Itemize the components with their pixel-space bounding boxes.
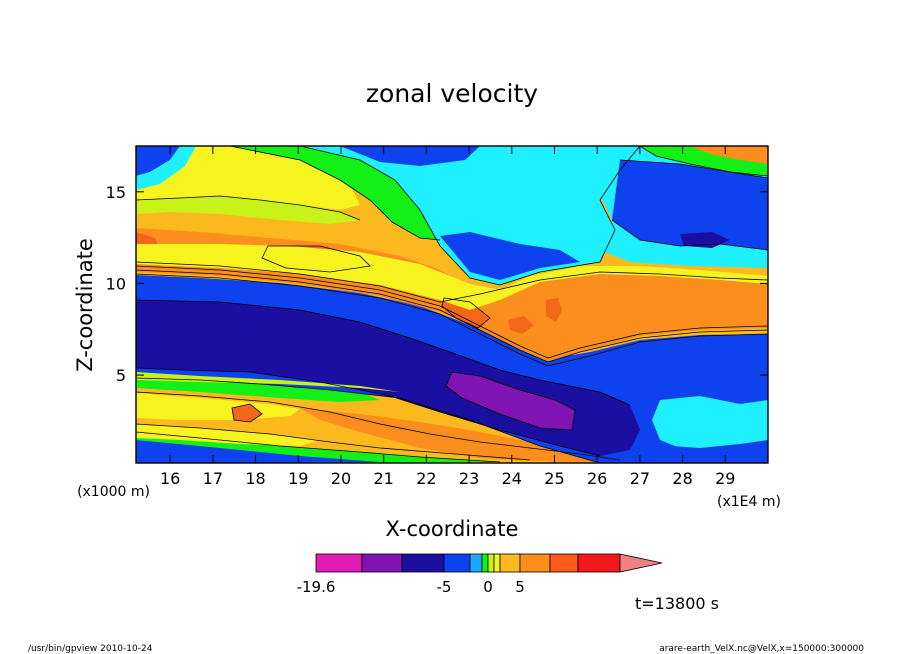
region-darkorange-small-2 bbox=[546, 298, 562, 322]
x-tick-label: 23 bbox=[459, 469, 479, 488]
x-unit-label: (x1E4 m) bbox=[717, 494, 781, 510]
x-tick-label: 25 bbox=[544, 469, 564, 488]
colorbar-swatch bbox=[519, 553, 551, 573]
region-top-right-orange bbox=[690, 146, 768, 164]
colorbar-swatch bbox=[549, 553, 579, 573]
x-tick-label: 27 bbox=[630, 469, 650, 488]
region-purple-core bbox=[446, 372, 575, 430]
x-tick-label: 22 bbox=[416, 469, 436, 488]
x-tick-label: 20 bbox=[331, 469, 351, 488]
colorbar-label: -5 bbox=[437, 578, 452, 596]
region-upper-right-blue bbox=[612, 160, 768, 250]
footer-right: arare-earth_VelX.nc@VelX,x=150000:300000 bbox=[659, 644, 864, 654]
region-yellow-band-upper bbox=[136, 244, 768, 310]
x-tick-label: 16 bbox=[160, 469, 180, 488]
x-axis-title: X-coordinate bbox=[386, 517, 519, 541]
region-blue-pocket bbox=[440, 232, 580, 280]
colorbar-swatch bbox=[469, 553, 483, 573]
region-darkorange-center bbox=[442, 298, 490, 328]
colorbar-swatch bbox=[361, 553, 403, 573]
x-axis: 16 17 18 19 20 21 22 23 24 25 26 27 28 29 bbox=[160, 146, 735, 488]
plot-frame bbox=[135, 145, 769, 464]
y-unit-label: (x1000 m) bbox=[77, 484, 150, 500]
y-tick-label: 15 bbox=[106, 183, 126, 202]
region-bottom-blue bbox=[136, 440, 380, 463]
colorbar-label: -19.6 bbox=[297, 578, 336, 596]
footer-left: /usr/bin/gpview 2010-10-24 bbox=[28, 644, 153, 654]
colorbar-swatch bbox=[499, 553, 521, 573]
region-top-left-blue bbox=[136, 146, 180, 176]
region-blue-top-center bbox=[340, 146, 480, 166]
region-lower-right-cyan bbox=[652, 396, 768, 448]
y-tick-label: 5 bbox=[116, 366, 126, 385]
x-tick-label: 17 bbox=[203, 469, 223, 488]
x-tick-label: 28 bbox=[672, 469, 692, 488]
region-upper-lime bbox=[136, 196, 360, 224]
region-lime-band-lower bbox=[136, 372, 400, 392]
colorbar-label: 5 bbox=[515, 578, 525, 596]
x-tick-label: 29 bbox=[715, 469, 735, 488]
colorbar-swatch bbox=[443, 553, 471, 573]
region-top-left-cyan bbox=[136, 146, 196, 190]
colorbar-swatch bbox=[487, 553, 495, 573]
y-tick-label: 10 bbox=[106, 274, 126, 293]
x-tick-label: 24 bbox=[502, 469, 522, 488]
plot-area bbox=[136, 146, 768, 463]
contour-lines bbox=[136, 146, 768, 463]
x-tick-label: 26 bbox=[587, 469, 607, 488]
region-darkorange-small-1 bbox=[508, 316, 534, 334]
colorbar-swatch bbox=[493, 553, 501, 573]
y-axis: 5 10 15 bbox=[106, 183, 768, 385]
colorbar-swatch bbox=[481, 553, 489, 573]
colorbar-labels: -19.6 -5 0 5 bbox=[297, 578, 525, 596]
colorbar-swatch bbox=[315, 553, 363, 573]
region-lower-right-blue-edge bbox=[650, 440, 768, 463]
colorbar-label: 0 bbox=[483, 578, 493, 596]
region-lower-darkorange bbox=[232, 404, 262, 422]
x-tick-label: 18 bbox=[245, 469, 265, 488]
colorbar bbox=[315, 553, 663, 573]
colorbar-swatch bbox=[577, 553, 621, 573]
region-upper-green-tongue bbox=[230, 146, 440, 240]
region-lower-yellow-2 bbox=[136, 424, 320, 446]
y-axis-title: Z-coordinate bbox=[73, 238, 97, 372]
colorbar-swatch bbox=[401, 553, 445, 573]
colorbar-extension bbox=[619, 553, 663, 573]
region-lower-green bbox=[136, 378, 380, 402]
time-label: t=13800 s bbox=[635, 594, 719, 613]
chart-title: zonal velocity bbox=[366, 79, 538, 108]
x-tick-label: 21 bbox=[373, 469, 393, 488]
x-tick-label: 19 bbox=[288, 469, 308, 488]
